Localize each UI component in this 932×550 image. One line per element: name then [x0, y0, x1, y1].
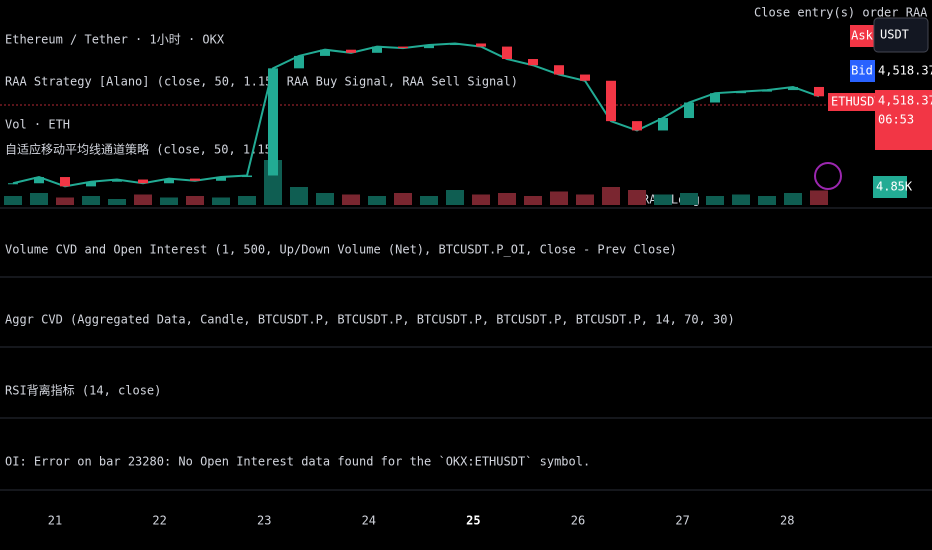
ticker-tag: [828, 93, 875, 111]
candle: [606, 80, 616, 122]
x-axis-label: 28: [780, 514, 794, 528]
volume-bar: [498, 193, 516, 205]
x-axis-label: 24: [362, 514, 376, 528]
symbol-title: Ethereum / Tether · 1小时 · OKX: [5, 33, 225, 47]
x-axis-label: 26: [571, 514, 585, 528]
candle: [372, 46, 382, 53]
last-price: 4,518.37: [878, 94, 932, 108]
alert-icon[interactable]: [814, 162, 842, 190]
volume-bar: [784, 193, 802, 205]
candle: [164, 178, 174, 184]
panel-label: Aggr CVD (Aggregated Data, Candle, BTCUS…: [5, 313, 735, 327]
volume-bar: [576, 194, 594, 205]
x-axis-label: 21: [48, 514, 62, 528]
candle: [476, 43, 486, 47]
order-note: Close entry(s) order RAA Long: [754, 6, 932, 20]
candle: [86, 181, 96, 187]
volume-bar: [420, 196, 438, 205]
ticker-label: ETHUSDT: [831, 95, 882, 109]
candle: [112, 179, 122, 182]
candle: [684, 102, 694, 119]
volume-bar: [394, 193, 412, 205]
volume-bar: [472, 194, 490, 205]
volume-bar: [108, 199, 126, 205]
volume-bar: [4, 196, 22, 205]
last-volume: 4.85K: [876, 180, 913, 194]
price-tag: [875, 90, 932, 150]
volume-bar: [758, 196, 776, 205]
candle: [346, 49, 356, 53]
currency-label: USDT: [880, 28, 909, 42]
candle: [34, 177, 44, 184]
volume-tag: [873, 176, 907, 198]
volume-bar: [446, 190, 464, 205]
volume-bar: [316, 193, 334, 205]
candle: [216, 177, 226, 181]
volume-bar: [602, 187, 620, 205]
volume-bar: [160, 197, 178, 205]
candle: [320, 49, 330, 56]
volume-bar: [550, 191, 568, 205]
ask-button[interactable]: [850, 25, 875, 47]
x-axis-label: 22: [152, 514, 166, 528]
candle: [528, 59, 538, 66]
candle: [762, 90, 772, 92]
candle: [736, 91, 746, 94]
candle: [658, 118, 668, 131]
volume-bar: [654, 194, 672, 205]
candle: [138, 179, 148, 184]
volume-bar: [56, 197, 74, 205]
panel-label: RSI背离指标 (14, close): [5, 383, 161, 398]
candle: [190, 178, 200, 181]
candle: [268, 68, 278, 176]
volume-bar: [342, 194, 360, 205]
volume-bar: [82, 196, 100, 205]
volume-label: Vol · ETH: [5, 118, 70, 132]
volume-bar: [186, 196, 204, 205]
candle: [424, 45, 434, 49]
candle: [60, 177, 70, 187]
currency-button[interactable]: [873, 17, 929, 53]
ask-label: Ask: [851, 29, 873, 43]
candle: [580, 74, 590, 81]
volume-bar: [368, 196, 386, 205]
volume-bar: [680, 193, 698, 205]
volume-bar: [212, 197, 230, 205]
volume-bar: [238, 196, 256, 205]
candle: [398, 46, 408, 49]
candle: [450, 43, 460, 46]
bid-price: 4,518.37: [878, 64, 932, 78]
panel-label: OI: Error on bar 23280: No Open Interest…: [5, 455, 590, 469]
volume-bar: [134, 194, 152, 205]
candle: [502, 46, 512, 60]
volume-bar: [30, 193, 48, 205]
volume-bar: [524, 196, 542, 205]
x-axis-label: 25: [466, 514, 480, 528]
candle: [788, 86, 798, 91]
candle: [242, 175, 252, 178]
candle: [554, 65, 564, 75]
volume-bar: [290, 187, 308, 205]
countdown: 06:53: [878, 113, 914, 127]
volume-bar: [706, 196, 724, 205]
bid-button[interactable]: [850, 60, 875, 82]
candle: [632, 121, 642, 131]
candle: [710, 93, 720, 103]
bid-label: Bid: [851, 64, 873, 78]
channel-label: 自适应移动平均线通道策略 (close, 50, 1.15): [5, 142, 279, 157]
strategy-label: RAA Strategy [Alano] (close, 50, 1.15, R…: [5, 75, 518, 89]
volume-bar: [732, 194, 750, 205]
x-axis-label: 23: [257, 514, 271, 528]
candle: [814, 86, 824, 97]
panel-label: Volume CVD and Open Interest (1, 500, Up…: [5, 243, 677, 257]
x-axis-label: 27: [675, 514, 689, 528]
volume-bar: [810, 190, 828, 205]
volume-bar: [628, 190, 646, 205]
candle: [294, 55, 304, 69]
candle: [8, 183, 18, 185]
